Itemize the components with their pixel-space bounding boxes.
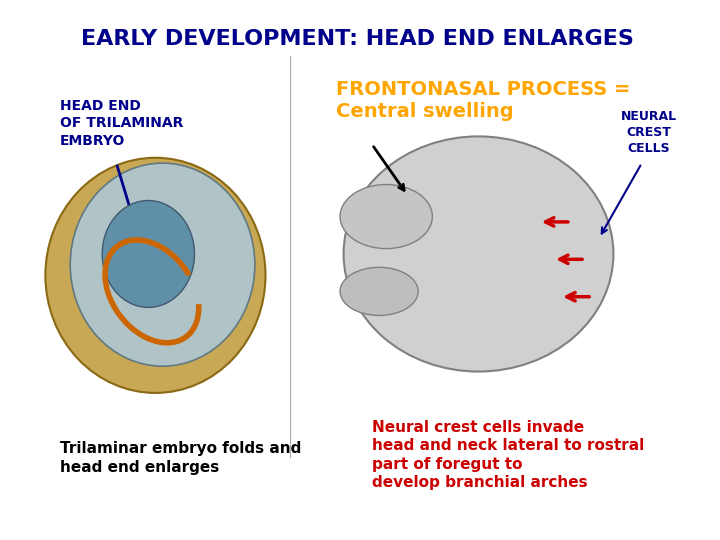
Ellipse shape (102, 200, 194, 307)
Ellipse shape (45, 158, 266, 393)
Text: Trilaminar embryo folds and
head end enlarges: Trilaminar embryo folds and head end enl… (60, 441, 301, 475)
Ellipse shape (71, 163, 255, 366)
Ellipse shape (343, 137, 613, 372)
Text: FRONTONASAL PROCESS =
Central swelling: FRONTONASAL PROCESS = Central swelling (336, 80, 631, 122)
Text: EARLY DEVELOPMENT: HEAD END ENLARGES: EARLY DEVELOPMENT: HEAD END ENLARGES (81, 30, 634, 50)
Text: NEURAL
CREST
CELLS: NEURAL CREST CELLS (621, 110, 677, 154)
Text: Neural crest cells invade
head and neck lateral to rostral
part of foregut to
de: Neural crest cells invade head and neck … (372, 420, 644, 490)
Text: HEAD END
OF TRILAMINAR
EMBRYO: HEAD END OF TRILAMINAR EMBRYO (60, 99, 183, 147)
Ellipse shape (340, 185, 432, 248)
Ellipse shape (340, 267, 418, 315)
